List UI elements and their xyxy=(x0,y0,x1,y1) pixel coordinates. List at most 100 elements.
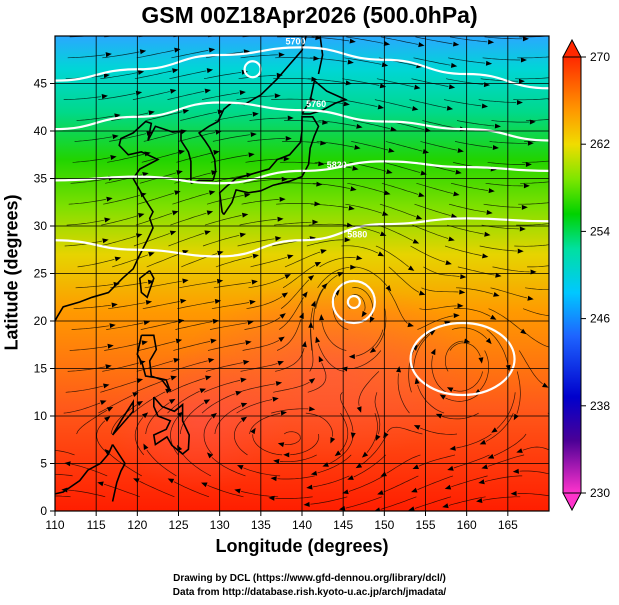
streamline-arrow xyxy=(596,302,602,307)
streamline-arrow xyxy=(217,250,224,256)
x-tick-label: 130 xyxy=(210,518,230,532)
streamline-arrow xyxy=(107,343,114,349)
streamline-arrow xyxy=(280,410,287,416)
streamline-arrow xyxy=(384,190,391,196)
streamline-arrow xyxy=(482,253,489,259)
streamline xyxy=(145,111,183,121)
streamline xyxy=(451,327,488,339)
streamline-arrow xyxy=(211,27,217,32)
streamline-arrow xyxy=(594,153,600,158)
streamline xyxy=(455,287,494,295)
streamline-arrow xyxy=(350,264,357,270)
streamline-arrow xyxy=(591,346,597,351)
streamline xyxy=(171,50,209,59)
streamline-arrow xyxy=(251,279,258,285)
streamline-arrow xyxy=(285,135,292,141)
streamline-arrow xyxy=(598,254,604,259)
streamline-arrow xyxy=(100,400,107,405)
streamline-arrow xyxy=(250,132,257,138)
streamline-arrow xyxy=(28,473,34,478)
streamline-arrow xyxy=(176,27,182,32)
streamline-arrow xyxy=(588,71,594,76)
streamline-arrow xyxy=(136,401,144,407)
streamline xyxy=(205,362,243,372)
streamline xyxy=(282,264,316,289)
streamline-arrow xyxy=(446,105,454,111)
streamline xyxy=(240,54,278,59)
streamline-arrow xyxy=(279,313,286,319)
streamline xyxy=(454,141,493,148)
streamline xyxy=(519,470,549,475)
streamline-arrow xyxy=(103,73,110,79)
streamline-arrow xyxy=(439,394,446,400)
streamline-arrow xyxy=(527,295,534,301)
streamline-arrow xyxy=(239,90,246,96)
credit-drawing: Drawing by DCL (https://www.gfd-dennou.o… xyxy=(173,573,446,584)
y-tick-label: 10 xyxy=(34,409,48,423)
streamline xyxy=(280,161,318,164)
x-tick-label: 110 xyxy=(45,518,64,532)
streamline-arrow xyxy=(381,62,389,68)
streamline xyxy=(210,154,248,163)
streamline xyxy=(142,301,180,310)
streamline xyxy=(174,172,211,184)
streamline-arrow xyxy=(281,176,288,182)
streamline-arrow xyxy=(527,140,534,146)
streamline xyxy=(63,402,101,414)
streamline xyxy=(453,371,483,392)
streamline xyxy=(355,329,384,357)
streamline-arrow xyxy=(379,231,387,237)
streamline xyxy=(137,192,175,205)
streamline xyxy=(132,391,166,414)
streamline-arrow xyxy=(208,190,216,196)
streamline xyxy=(554,32,591,37)
streamline-arrow xyxy=(552,242,558,247)
streamline-arrow xyxy=(301,340,307,348)
streamline xyxy=(203,72,242,80)
streamline-arrow xyxy=(382,211,389,216)
streamline-arrow xyxy=(170,88,177,94)
streamline xyxy=(276,319,302,351)
streamline-arrow xyxy=(239,232,247,238)
colorbar-tick-label: 230 xyxy=(590,486,610,500)
streamline-arrow xyxy=(444,484,452,490)
streamline xyxy=(522,160,549,163)
y-tick-label: 15 xyxy=(34,362,48,376)
streamline-arrow xyxy=(598,112,604,117)
streamline-arrow xyxy=(361,451,369,458)
streamline xyxy=(414,496,452,509)
streamline xyxy=(145,402,170,435)
streamline xyxy=(321,321,347,351)
coastline xyxy=(136,334,172,392)
streamline xyxy=(309,57,348,63)
streamline-arrow xyxy=(495,272,502,278)
streamline xyxy=(347,182,384,193)
streamline-arrow xyxy=(519,226,526,232)
streamline xyxy=(74,136,112,142)
streamline xyxy=(456,120,495,127)
streamline xyxy=(248,276,285,289)
streamline-arrow xyxy=(318,355,324,363)
streamline-arrow xyxy=(321,283,328,290)
streamline-arrow xyxy=(520,57,527,63)
streamline-arrow xyxy=(201,482,208,488)
coastline xyxy=(111,444,126,502)
streamline-arrow xyxy=(284,274,291,279)
streamline xyxy=(64,240,102,247)
streamline xyxy=(445,392,481,402)
coastline xyxy=(55,444,114,495)
warm-anomaly xyxy=(110,350,290,490)
coastline xyxy=(197,36,307,181)
streamline-arrow xyxy=(588,215,594,220)
streamline xyxy=(312,182,350,189)
streamline-arrow xyxy=(137,70,145,75)
streamline xyxy=(100,72,138,80)
streamline xyxy=(246,296,283,310)
streamline xyxy=(203,380,241,393)
streamline-arrow xyxy=(106,406,114,412)
streamline xyxy=(178,132,216,142)
streamline-arrow xyxy=(369,347,377,353)
streamline xyxy=(486,329,509,364)
streamline xyxy=(490,287,527,299)
streamline-arrow xyxy=(479,439,487,445)
